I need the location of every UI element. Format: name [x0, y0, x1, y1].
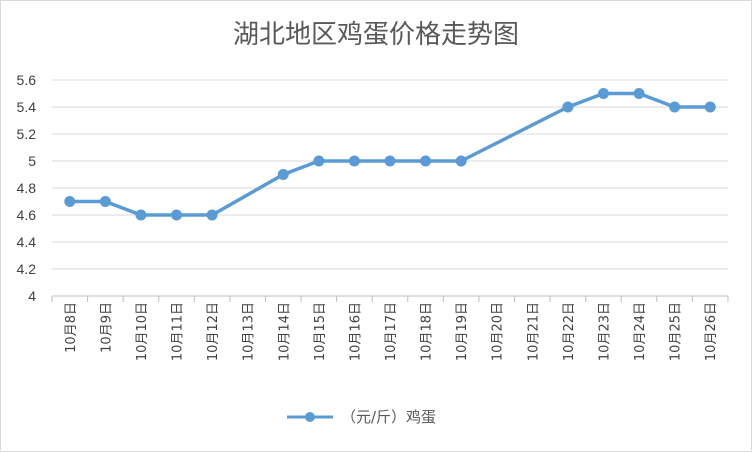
- x-tick-label: 10月18日: [420, 302, 435, 361]
- x-tick-label: 10月16日: [348, 302, 363, 361]
- data-point: [704, 101, 716, 113]
- gridlines: [52, 79, 728, 297]
- y-tick-label: 4.4: [17, 234, 37, 250]
- y-tick-label: 4.8: [17, 180, 37, 196]
- data-point: [99, 196, 111, 207]
- data-point: [455, 155, 467, 167]
- y-tick-label: 4.2: [17, 261, 37, 277]
- x-tick-label: 10月13日: [242, 302, 257, 361]
- y-axis-ticks: 5.6 5.4 5.2 5 4.8 4.6 4.4 4.2 4: [17, 72, 37, 304]
- series-line: [68, 91, 712, 217]
- x-tick-label: 10月10日: [135, 302, 150, 361]
- y-tick-label: 5.4: [17, 99, 37, 115]
- data-point: [420, 155, 432, 167]
- chart-title: 湖北地区鸡蛋价格走势图: [233, 20, 519, 50]
- y-tick-label: 5: [28, 153, 36, 169]
- x-tick-label: 10月26日: [704, 302, 719, 361]
- x-tick-label: 10月24日: [633, 302, 648, 361]
- data-point: [171, 209, 183, 221]
- legend-marker-swatch: [305, 412, 315, 422]
- y-tick-label: 5.2: [17, 126, 37, 142]
- x-tick-label: 10月20日: [491, 302, 506, 361]
- data-point: [562, 101, 574, 113]
- x-axis: 10月8日 10月9日 10月10日 10月11日 10月12日 10月13日 10月14日…: [51, 296, 729, 361]
- x-tick-label: 10月14日: [277, 302, 292, 361]
- x-tick-label: 10月12日: [206, 302, 221, 361]
- data-point: [597, 88, 609, 99]
- data-point: [135, 209, 147, 221]
- x-tick-label: 10月23日: [597, 302, 612, 361]
- x-tick-label: 10月8日: [64, 302, 79, 353]
- x-tick-label: 10月11日: [171, 302, 186, 361]
- data-point: [669, 101, 681, 113]
- legend-label: （元/斤）鸡蛋: [341, 408, 436, 426]
- x-tick-label: 10月9日: [99, 302, 114, 353]
- data-point: [313, 155, 325, 167]
- x-tick-label: 10月19日: [455, 302, 470, 361]
- x-tick-label: 10月21日: [526, 302, 541, 361]
- series-group: [64, 88, 716, 221]
- data-point: [64, 196, 76, 207]
- y-tick-label: 4: [28, 288, 36, 304]
- legend: （元/斤）鸡蛋: [287, 408, 436, 426]
- y-tick-label: 5.6: [17, 72, 37, 88]
- data-point: [384, 155, 396, 167]
- data-point: [277, 169, 289, 180]
- data-point: [633, 88, 645, 99]
- x-tick-label: 10月15日: [313, 302, 328, 361]
- data-point: [206, 209, 218, 221]
- x-tick-label: 10月17日: [384, 302, 399, 361]
- x-tick-label: 10月22日: [562, 302, 577, 361]
- data-point: [348, 155, 360, 167]
- y-tick-label: 4.6: [17, 207, 37, 223]
- x-tick-label: 10月25日: [669, 302, 684, 361]
